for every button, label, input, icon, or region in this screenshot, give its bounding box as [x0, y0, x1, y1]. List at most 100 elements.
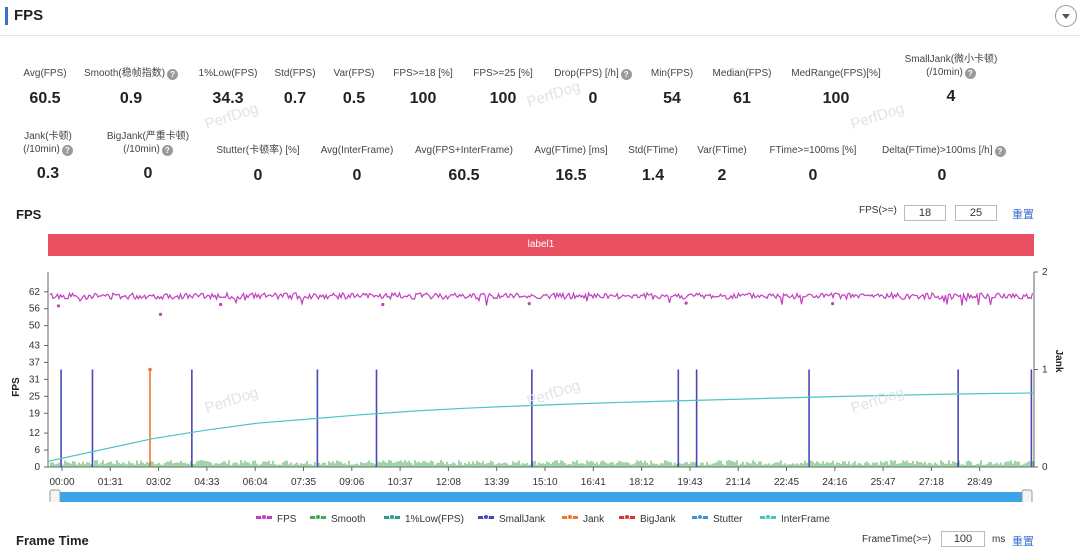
- frame-time-threshold-input[interactable]: 100: [941, 531, 985, 547]
- legend-swatch: [562, 514, 578, 520]
- legend-item-smalljank[interactable]: SmallJank: [478, 514, 545, 525]
- help-icon[interactable]: ?: [994, 146, 1006, 157]
- stat-delta-ftime-100ms-h: Delta(FTime)>100ms [/h]? 0: [882, 144, 1006, 185]
- stat-label-text: Avg(FTime) [ms]: [534, 145, 608, 156]
- stat-value: 16.5: [555, 167, 587, 184]
- y-tick-label: 19: [29, 408, 41, 419]
- stat-value: 0: [808, 167, 818, 184]
- help-icon[interactable]: ?: [964, 68, 976, 79]
- stat-label-text: FPS>=18 [%]: [393, 68, 453, 79]
- stat-label-text: MedRange(FPS)[%]: [791, 68, 881, 79]
- legend-item-1-low-fps[interactable]: 1%Low(FPS): [384, 514, 464, 525]
- stat-1-low-fps: 1%Low(FPS) 34.3: [168, 67, 288, 108]
- x-tick-label: 01:31: [98, 477, 123, 488]
- stat-jank: Jank(卡顿) (/10min)? 0.3: [0, 130, 108, 183]
- frame-time-reset-link[interactable]: 重置: [1012, 536, 1034, 548]
- fps-dip-point[interactable]: [527, 302, 531, 306]
- legend-swatch: [478, 514, 494, 520]
- section-title: FPS: [14, 7, 44, 24]
- legend-item-smooth[interactable]: Smooth: [310, 514, 365, 525]
- stat-label: MedRange(FPS)[%]: [776, 67, 896, 80]
- stat-stutter: Stutter(卡顿率) [%] 0: [198, 144, 318, 185]
- fps-threshold-input-1[interactable]: 18: [904, 205, 946, 221]
- stat-label-unit: (/10min)?: [891, 66, 1011, 79]
- x-tick-label: 24:16: [822, 477, 847, 488]
- fps-reset-link[interactable]: 重置: [1012, 209, 1034, 221]
- x-tick-label: 09:06: [339, 477, 364, 488]
- stat-value: 4: [946, 88, 956, 105]
- range-slider-handle-right[interactable]: [1021, 489, 1033, 502]
- help-icon[interactable]: ?: [161, 145, 173, 156]
- stat-std-ftime: Std(FTime) 1.4: [593, 144, 713, 185]
- collapse-chevron-icon[interactable]: [1055, 5, 1077, 27]
- stat-avg-interframe: Avg(InterFrame) 0: [297, 144, 417, 185]
- fps-dip-point[interactable]: [381, 302, 385, 307]
- interframe-series[interactable]: [47, 392, 1035, 462]
- y-tick-label: 50: [29, 321, 41, 332]
- fps-dip-point[interactable]: [56, 304, 61, 308]
- x-tick-label: 25:47: [871, 477, 896, 488]
- stat-label: 1%Low(FPS): [168, 67, 288, 80]
- legend-label: SmallJank: [499, 514, 546, 525]
- stat-label: Avg(InterFrame): [297, 144, 417, 157]
- fps-series[interactable]: [49, 290, 1034, 306]
- fps-threshold-input-2[interactable]: 25: [955, 205, 997, 221]
- legend-item-bigjank[interactable]: BigJank: [619, 514, 676, 525]
- help-icon[interactable]: ?: [167, 69, 179, 80]
- stat-smalljank: SmallJank(微小卡顿) (/10min)? 4: [891, 53, 1011, 106]
- stat-label: Avg(FTime) [ms]: [511, 144, 631, 157]
- stat-bigjank: BigJank(严重卡顿) (/10min)? 0: [88, 130, 208, 183]
- x-tick-label: 04:33: [194, 477, 219, 488]
- stat-value: 100: [822, 90, 850, 107]
- legend-item-fps[interactable]: FPS: [256, 514, 296, 525]
- x-tick-label: 06:04: [243, 477, 268, 488]
- stat-label-text: FTime>=100ms [%]: [769, 145, 857, 156]
- legend-label: Smooth: [331, 514, 366, 525]
- stat-min-fps: Min(FPS) 54: [612, 67, 732, 108]
- help-icon[interactable]: ?: [61, 145, 73, 156]
- smooth-series[interactable]: [50, 460, 1034, 467]
- stat-avg-fps-interframe: Avg(FPS+InterFrame) 60.5: [404, 144, 524, 185]
- stat-label: Var(FPS): [294, 67, 414, 80]
- stat-label-text: 1%Low(FPS): [198, 68, 258, 79]
- x-tick-label: 13:39: [484, 477, 509, 488]
- legend-swatch: [310, 514, 326, 520]
- help-icon[interactable]: ?: [620, 69, 632, 80]
- fps-chart-title: FPS: [16, 207, 42, 222]
- legend-item-stutter[interactable]: Stutter: [692, 514, 742, 525]
- y-tick-label: 6: [34, 445, 40, 456]
- x-tick-label: 15:10: [532, 477, 557, 488]
- stat-fps-25: FPS>=25 [%] 100: [443, 67, 563, 108]
- stat-label-text: Delta(FTime)>100ms [/h]: [882, 145, 993, 156]
- fps-dip-point[interactable]: [684, 301, 688, 305]
- fps-dip-point[interactable]: [831, 302, 835, 306]
- stat-value: 0.3: [36, 165, 60, 182]
- stat-avg-fps: Avg(FPS) 60.5: [0, 67, 105, 108]
- stat-value: 0.9: [119, 90, 143, 107]
- stat-label: Drop(FPS) [/h]?: [533, 67, 653, 80]
- y-tick-label: 12: [29, 428, 41, 439]
- stat-label: Delta(FTime)>100ms [/h]?: [882, 144, 1006, 157]
- range-slider-handle-left[interactable]: [49, 489, 61, 502]
- stat-value: 0: [143, 165, 153, 182]
- range-slider-track[interactable]: [52, 492, 1030, 502]
- y-tick-label: 56: [29, 304, 41, 315]
- stat-label-text: Avg(FPS+InterFrame): [415, 145, 513, 156]
- legend-item-interframe[interactable]: InterFrame: [760, 514, 830, 525]
- legend-item-jank[interactable]: Jank: [562, 514, 604, 525]
- legend-swatch: [619, 514, 635, 520]
- y-tick-label: 37: [29, 357, 41, 368]
- legend-swatch: [256, 514, 272, 520]
- fps-dip-point[interactable]: [158, 312, 163, 316]
- stat-label: SmallJank(微小卡顿): [891, 53, 1011, 66]
- x-tick-label: 07:35: [291, 477, 316, 488]
- stat-fps-18: FPS>=18 [%] 100: [363, 67, 483, 108]
- jank-point[interactable]: [148, 367, 152, 372]
- stat-label: Avg(FPS+InterFrame): [404, 144, 524, 157]
- legend-swatch: [692, 514, 708, 520]
- fps-dip-point[interactable]: [219, 302, 223, 307]
- stat-label-text: Avg(InterFrame): [320, 145, 394, 156]
- label-band[interactable]: label1: [48, 234, 1034, 256]
- stat-label-unit-text: (/10min): [123, 144, 160, 155]
